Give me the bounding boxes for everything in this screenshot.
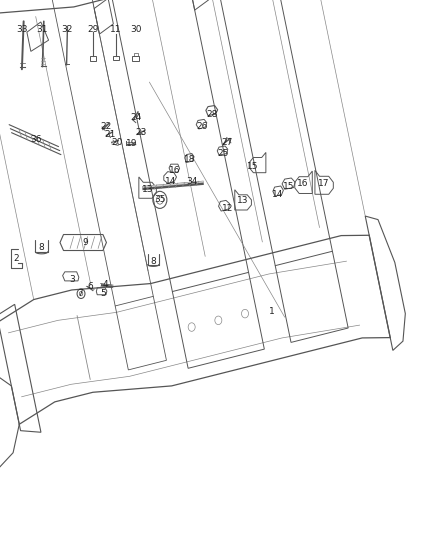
Text: 34: 34 xyxy=(186,177,198,185)
Text: 9: 9 xyxy=(82,238,88,247)
Text: 11: 11 xyxy=(110,25,122,34)
Bar xyxy=(90,56,96,61)
Bar xyxy=(134,53,138,56)
Text: 35: 35 xyxy=(154,196,166,204)
Text: 23: 23 xyxy=(136,128,147,136)
Text: 3: 3 xyxy=(69,276,75,284)
Text: 20: 20 xyxy=(112,138,123,147)
Text: 2: 2 xyxy=(14,254,19,263)
Text: 17: 17 xyxy=(318,180,329,188)
Text: 26: 26 xyxy=(197,123,208,131)
Text: 5: 5 xyxy=(100,289,106,297)
Text: 14: 14 xyxy=(165,177,177,185)
Text: 1: 1 xyxy=(268,308,275,316)
Text: 29: 29 xyxy=(88,25,99,34)
Text: 8: 8 xyxy=(39,244,45,252)
Text: 4: 4 xyxy=(102,280,108,289)
Text: 21: 21 xyxy=(105,130,116,139)
Text: 16: 16 xyxy=(297,180,308,188)
Text: 36: 36 xyxy=(30,135,42,144)
Bar xyxy=(132,56,139,61)
Text: 27: 27 xyxy=(221,138,233,147)
Text: 32: 32 xyxy=(61,25,73,34)
Text: 13: 13 xyxy=(142,185,153,194)
Text: 25: 25 xyxy=(218,149,229,158)
Text: 6: 6 xyxy=(88,282,94,291)
Text: 14: 14 xyxy=(272,190,284,199)
Text: 33: 33 xyxy=(16,25,28,34)
Text: 7: 7 xyxy=(77,289,83,298)
Text: 13: 13 xyxy=(237,197,248,205)
Text: 15: 15 xyxy=(247,162,259,171)
Text: 12: 12 xyxy=(222,205,233,213)
Text: 15: 15 xyxy=(283,182,295,191)
Bar xyxy=(113,56,119,60)
Text: 22: 22 xyxy=(101,123,112,131)
Text: 24: 24 xyxy=(130,113,141,122)
Text: 28: 28 xyxy=(206,110,217,119)
Text: 18: 18 xyxy=(184,156,195,164)
Text: 16: 16 xyxy=(169,166,180,175)
Text: 8: 8 xyxy=(150,257,156,265)
Text: 31: 31 xyxy=(37,25,48,34)
Text: 19: 19 xyxy=(126,140,137,148)
Text: 30: 30 xyxy=(130,25,141,34)
